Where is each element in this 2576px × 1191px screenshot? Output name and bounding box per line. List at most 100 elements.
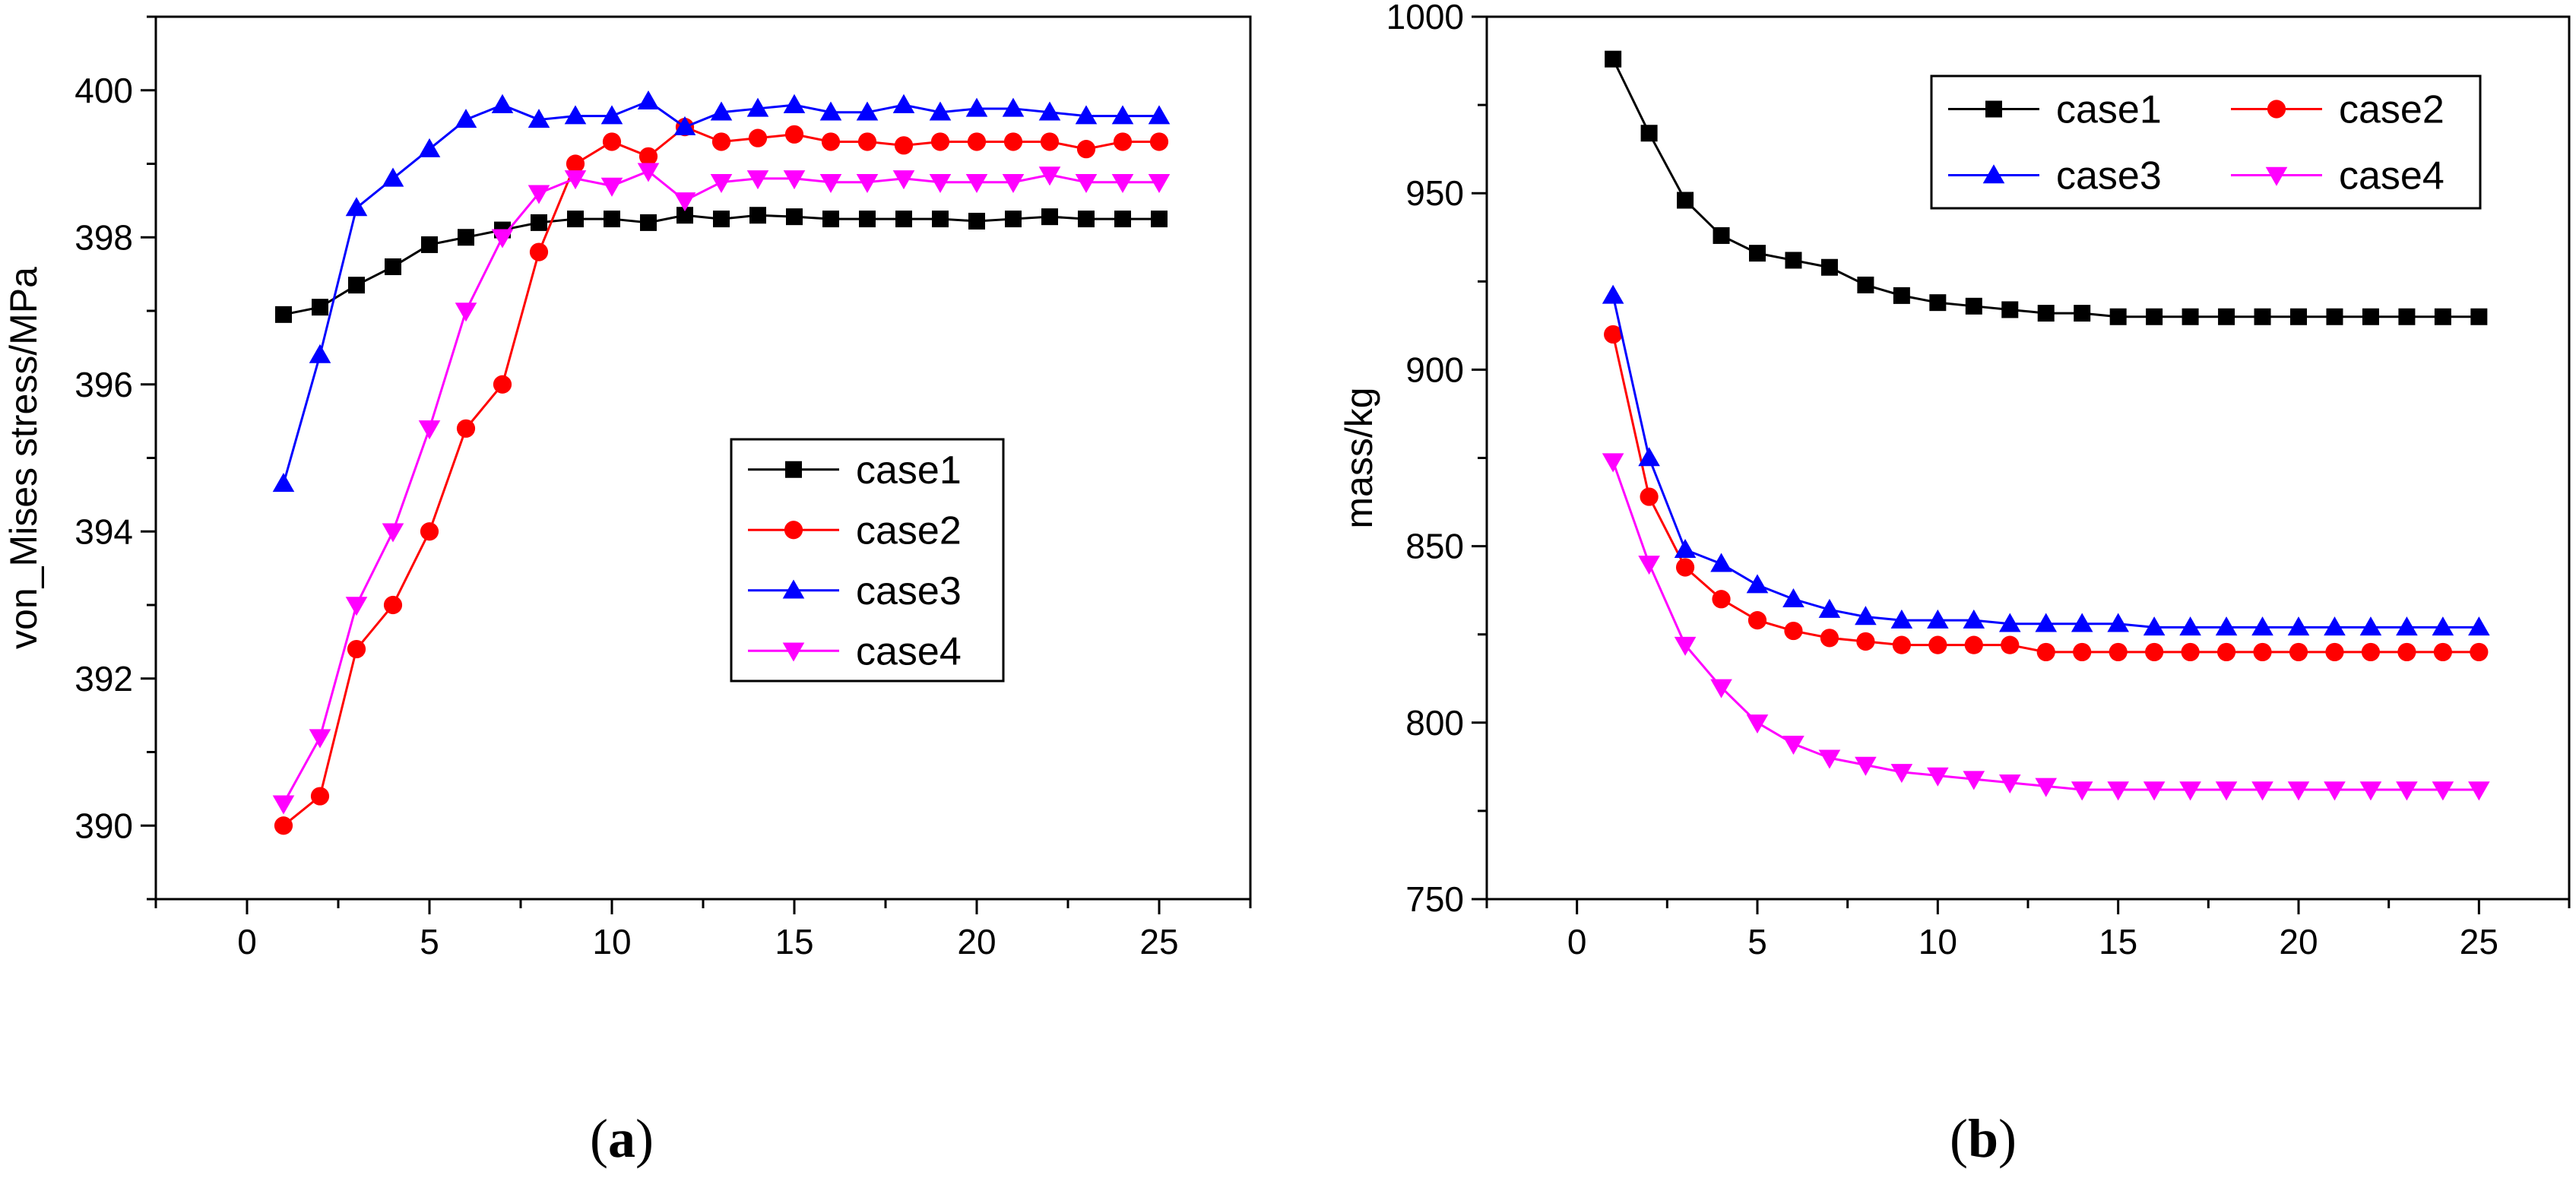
chart-stress: 0 5 10 15 20 25 390 392 394 396 398 400 von_Mises st… <box>2 15 1252 1169</box>
data-point <box>1113 132 1133 151</box>
data-point <box>2468 781 2490 801</box>
data-point <box>2001 301 2019 318</box>
data-point <box>1857 276 1874 293</box>
x-tick-label: 20 <box>2279 922 2318 961</box>
data-point <box>1782 588 1804 607</box>
data-point <box>564 105 587 125</box>
legend: case1 case2 case3 case4 <box>1930 74 2482 210</box>
data-point <box>2035 778 2058 797</box>
data-point <box>2290 308 2307 325</box>
data-point <box>2326 308 2343 325</box>
data-point <box>455 109 477 128</box>
data-point <box>1038 166 1061 186</box>
data-point <box>819 173 842 193</box>
data-point <box>1111 105 1134 125</box>
data-point <box>1818 598 1841 618</box>
series-case4 <box>272 163 1171 815</box>
y-tick-label: 398 <box>74 217 133 257</box>
data-point <box>1148 173 1171 193</box>
data-point <box>2143 781 2166 801</box>
data-point <box>2289 642 2308 662</box>
data-point <box>783 170 806 190</box>
x-tick-label: 0 <box>237 922 257 961</box>
data-point <box>637 163 660 182</box>
data-point <box>2359 781 2382 801</box>
data-point <box>1149 132 1169 151</box>
data-point <box>1890 764 1913 784</box>
data-point <box>348 277 365 294</box>
data-point <box>1855 756 1877 776</box>
data-point <box>2287 781 2310 801</box>
data-point <box>2397 642 2416 662</box>
data-point <box>2182 308 2199 325</box>
data-point <box>1712 590 1731 609</box>
data-point <box>458 229 474 246</box>
data-point <box>2146 308 2163 325</box>
data-point <box>2074 305 2091 322</box>
data-point <box>2179 781 2201 801</box>
data-point <box>1928 635 1947 654</box>
data-point <box>1148 105 1171 125</box>
data-point <box>1785 252 1802 269</box>
data-point <box>566 154 585 173</box>
data-point <box>1041 208 1058 226</box>
data-point <box>491 229 514 249</box>
data-point <box>600 177 623 197</box>
legend-label: case1 <box>2056 88 2162 132</box>
data-point <box>713 211 730 228</box>
data-point <box>1075 173 1098 193</box>
x-tick-label: 0 <box>1567 922 1587 961</box>
series-line-case4 <box>282 169 1159 804</box>
data-point <box>2432 616 2454 636</box>
data-point <box>1782 735 1804 755</box>
y-axis-label: von_Mises stress/MPa <box>2 267 45 649</box>
panel-label-letter: a <box>608 1108 635 1169</box>
data-point <box>2107 781 2129 801</box>
x-tick-label: 5 <box>1747 922 1767 961</box>
data-point <box>2073 642 2092 662</box>
data-point <box>640 214 657 231</box>
data-point <box>673 116 696 135</box>
data-point <box>892 93 915 113</box>
legend-marker <box>1985 100 2002 118</box>
data-point <box>1638 556 1660 575</box>
y-tick-label: 900 <box>1405 350 1464 389</box>
data-point <box>272 795 295 815</box>
panel-label-paren: ) <box>1998 1108 2017 1169</box>
data-point <box>383 595 403 615</box>
data-point <box>968 212 985 230</box>
data-point <box>1818 749 1841 769</box>
legend-label: case2 <box>856 508 962 553</box>
data-point <box>529 242 549 261</box>
data-point <box>1602 453 1624 473</box>
data-point <box>2287 616 2310 636</box>
data-point <box>1963 609 1985 629</box>
data-point <box>2433 642 2452 662</box>
data-point <box>491 93 514 113</box>
legend-label: case4 <box>856 629 962 673</box>
series-line-case1 <box>283 214 1159 316</box>
data-point <box>929 173 952 193</box>
data-point <box>1111 173 1134 193</box>
data-point <box>1002 97 1025 117</box>
data-point <box>1604 325 1623 344</box>
data-point <box>1892 635 1911 654</box>
data-point <box>2216 642 2236 662</box>
legend-label: case1 <box>856 448 962 493</box>
series-case2 <box>1604 325 2489 662</box>
data-point <box>892 170 915 190</box>
x-tick-label: 10 <box>1919 922 1957 961</box>
data-point <box>1710 679 1732 698</box>
panel-label: (a) <box>590 1108 654 1169</box>
data-point <box>2468 616 2490 636</box>
y-tick-label: 396 <box>74 365 133 404</box>
data-point <box>822 211 839 228</box>
data-point <box>2071 781 2093 801</box>
data-point <box>420 522 439 541</box>
data-point <box>2037 305 2055 322</box>
series-case1 <box>1605 50 2488 325</box>
data-point <box>1856 632 1875 651</box>
data-point <box>1998 613 2021 632</box>
data-point <box>748 128 768 147</box>
series-line-case2 <box>283 125 1159 827</box>
